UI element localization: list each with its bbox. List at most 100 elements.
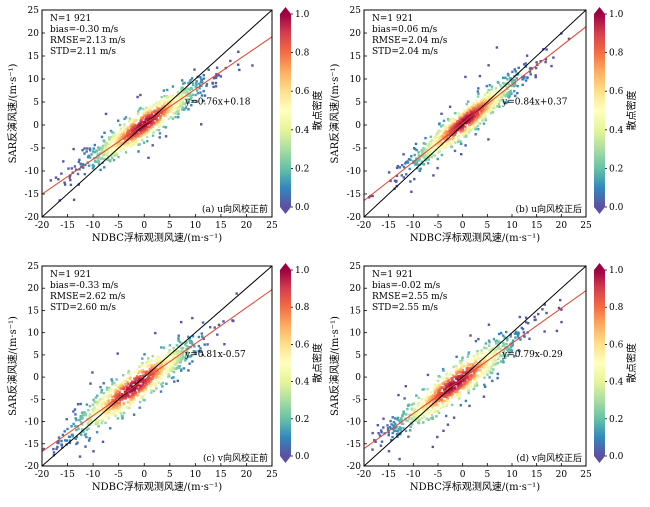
scatter-point (145, 131, 148, 134)
scatter-point (451, 377, 454, 380)
scatter-point (68, 176, 71, 179)
scatter-point (444, 384, 447, 388)
scatter-point (128, 143, 132, 147)
scatter-point (95, 150, 99, 153)
colorbar-tick-label: 0.8 (609, 303, 624, 313)
scatter-point (42, 447, 45, 451)
scatter-point (445, 414, 448, 418)
scatter-point (469, 376, 473, 379)
scatter-point (101, 148, 104, 151)
scatter-point (398, 166, 401, 169)
y-tick-label: -5 (352, 144, 361, 154)
x-tick-label: 10 (506, 470, 518, 480)
y-tick-label: -10 (25, 418, 40, 428)
scatter-point (118, 398, 122, 401)
scatter-point (467, 109, 470, 112)
scatter-point (433, 142, 436, 145)
scatter-point (141, 383, 144, 386)
y-tick-label: 0 (355, 121, 361, 131)
scatter-point (132, 401, 135, 404)
scatter-point (90, 419, 93, 423)
x-tick-label: 20 (556, 221, 568, 231)
x-tick-label: -20 (357, 470, 372, 480)
scatter-point (167, 95, 170, 99)
scatter-point (396, 416, 400, 420)
scatter-point (433, 392, 437, 395)
scatter-point (173, 350, 177, 353)
scatter-point (124, 382, 127, 386)
scatter-point (458, 386, 461, 389)
scatter-point (79, 162, 82, 165)
scatter-point (409, 180, 412, 183)
scatter-point (158, 103, 161, 106)
scatter-point (106, 406, 110, 409)
plot-frame (41, 9, 273, 218)
scatter-point (184, 343, 187, 346)
scatter-point (382, 426, 385, 429)
scatter-point (428, 396, 432, 399)
scatter-point (474, 376, 477, 380)
scatter-point (95, 401, 99, 404)
scatter-point (409, 429, 412, 432)
scatter-point (526, 76, 529, 79)
scatter-point (472, 370, 476, 374)
scatter-point (458, 367, 461, 371)
scatter-point (183, 102, 186, 106)
scatter-point (476, 377, 479, 380)
scatter-point (191, 82, 195, 85)
y-axis-label: SAR反演风速/(m·s⁻¹) (328, 63, 341, 163)
scatter-point (451, 139, 455, 142)
scatter-point (74, 417, 77, 420)
scatter-point (397, 432, 401, 435)
x-axis-label: NDBC浮标观测风速/(m·s⁻¹) (92, 480, 222, 493)
scatter-point (487, 64, 490, 67)
scatter-point (460, 153, 463, 156)
scatter-point (405, 413, 408, 416)
y-tick-label: 5 (33, 98, 39, 108)
scatter-point (477, 92, 480, 95)
x-tick-label: -15 (381, 221, 396, 231)
scatter-point (108, 138, 111, 141)
scatter-point (162, 346, 165, 350)
scatter-point (177, 339, 180, 342)
scatter-point (494, 98, 497, 101)
scatter-point (131, 392, 134, 395)
scatter-point (491, 379, 494, 383)
scatter-point (436, 166, 439, 170)
scatter-point (194, 93, 197, 97)
y-tick-label: -5 (352, 395, 361, 405)
scatter-point (130, 127, 134, 131)
scatter-point (189, 97, 192, 101)
scatter-point (97, 424, 100, 428)
x-tick-label: 25 (266, 470, 278, 480)
scatter-point (110, 135, 114, 139)
scatter-point (120, 387, 123, 390)
scatter-point (524, 62, 527, 65)
scatter-point (165, 109, 168, 112)
scatter-point (506, 94, 509, 97)
scatter-point (119, 407, 122, 410)
scatter-point (461, 133, 464, 137)
scatter-point (415, 410, 419, 414)
scatter-point (97, 409, 101, 412)
scatter-point (543, 330, 546, 333)
stat-std: STD=2.04 m/s (372, 47, 438, 57)
scatter-point (166, 101, 169, 104)
scatter-point (459, 140, 462, 143)
scatter-point (145, 113, 148, 117)
scatter-point (101, 144, 105, 148)
scatter-point (112, 411, 115, 414)
scatter-point (442, 132, 445, 135)
scatter-point (487, 367, 490, 370)
chart-panel-3: -20 -15 -10 -5 0 5 10 15 20 25-20-15-10-505101520… (6, 262, 324, 493)
scatter-point (171, 85, 175, 88)
scatter-point (471, 368, 474, 371)
scatter-point (129, 130, 132, 133)
scatter-point (446, 385, 449, 389)
scatter-point (121, 133, 124, 136)
scatter-point (412, 409, 416, 413)
scatter-point (418, 408, 422, 411)
scatter-point (406, 161, 410, 164)
scatter-point (159, 372, 162, 375)
stat-n: N=1 921 (372, 270, 413, 280)
